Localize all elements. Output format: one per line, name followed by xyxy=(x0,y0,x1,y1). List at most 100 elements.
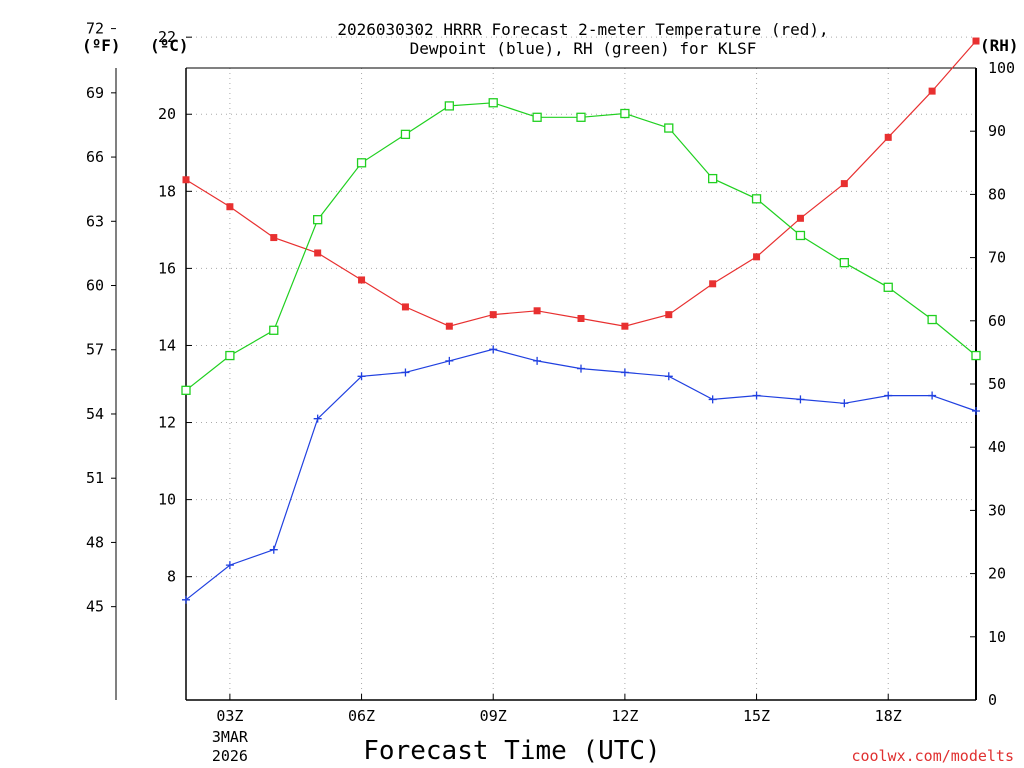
2-meter-temperature-point xyxy=(489,311,497,319)
x-tick-label: 09Z xyxy=(480,707,507,725)
celsius-tick-label: 14 xyxy=(158,336,176,354)
fahrenheit-tick-label: 69 xyxy=(86,84,104,102)
dewpoint-point xyxy=(313,414,322,423)
rh-point xyxy=(181,385,191,395)
rh-point xyxy=(488,98,498,108)
data-series xyxy=(181,37,981,604)
rh-point xyxy=(971,350,981,361)
dewpoint-point xyxy=(928,391,937,400)
celsius-tick-label: 18 xyxy=(158,182,176,200)
2-meter-temperature-point xyxy=(709,280,717,288)
dewpoint-point xyxy=(752,391,761,400)
fahrenheit-tick-label: 66 xyxy=(86,148,104,166)
rh-tick-label: 40 xyxy=(988,438,1006,456)
2-meter-temperature-point xyxy=(665,311,673,319)
fahrenheit-tick-label: 60 xyxy=(86,277,104,295)
dewpoint-point xyxy=(884,391,893,400)
rh-point xyxy=(444,101,454,111)
dewpoint-line xyxy=(185,348,977,601)
rh-point xyxy=(927,314,937,325)
2-meter-temperature-point xyxy=(884,133,892,141)
2-meter-temperature-line xyxy=(185,40,977,327)
dewpoint-point xyxy=(620,368,629,377)
rh-point xyxy=(795,230,806,241)
fahrenheit-tick-label: 54 xyxy=(86,405,104,423)
rh-point xyxy=(576,112,586,122)
2-meter-temperature-point xyxy=(182,176,190,184)
2-meter-temperature-point xyxy=(533,307,541,315)
rh-tick-label: 60 xyxy=(988,312,1006,330)
2-meter-temperature-point xyxy=(445,322,453,330)
celsius-tick-label: 16 xyxy=(158,259,176,277)
dewpoint-point xyxy=(445,356,454,365)
2-meter-temperature-point xyxy=(577,314,585,322)
x-tick-label: 15Z xyxy=(743,707,770,725)
celsius-tick-label: 8 xyxy=(167,568,176,586)
celsius-tick-label: 22 xyxy=(158,28,176,46)
2-meter-temperature-point xyxy=(840,180,848,188)
dewpoint-point xyxy=(840,399,849,408)
2-meter-temperature-point xyxy=(314,249,322,257)
rh-point xyxy=(532,112,542,122)
celsius-tick-label: 10 xyxy=(158,491,176,509)
rh-axis-label: (RH) xyxy=(980,36,1019,55)
x-year-label: 2026 xyxy=(212,747,248,765)
dewpoint-point xyxy=(269,545,278,554)
x-tick-label: 03Z xyxy=(216,707,243,725)
rh-point xyxy=(708,173,718,184)
fahrenheit-tick-label: 45 xyxy=(86,598,104,616)
rh-tick-label: 10 xyxy=(988,628,1006,646)
rh-tick-label: 90 xyxy=(988,122,1006,140)
dewpoint-point xyxy=(664,372,673,381)
2-meter-temperature-point xyxy=(928,87,936,95)
rh-tick-label: 100 xyxy=(988,59,1015,77)
dewpoint-point xyxy=(972,406,980,415)
x-tick-label: 12Z xyxy=(611,707,638,725)
rh-point xyxy=(751,194,762,204)
dewpoint-point xyxy=(225,561,234,570)
rh-line xyxy=(185,102,977,391)
rh-tick-label: 0 xyxy=(988,691,997,709)
rh-point xyxy=(883,282,893,292)
dewpoint-point xyxy=(401,368,410,377)
dewpoint-point xyxy=(533,356,542,365)
rh-point xyxy=(225,350,235,361)
rh-point xyxy=(400,129,411,140)
rh-point xyxy=(839,258,849,268)
rh-point xyxy=(664,123,674,133)
dewpoint-point xyxy=(489,345,498,354)
2-meter-temperature-point xyxy=(753,253,761,261)
dewpoint-point xyxy=(182,595,190,604)
rh-point xyxy=(356,158,367,168)
rh-tick-label: 70 xyxy=(988,249,1006,267)
celsius-tick-label: 12 xyxy=(158,414,176,432)
rh-tick-label: 50 xyxy=(988,375,1006,393)
x-axis-title: Forecast Time (UTC) xyxy=(363,736,660,766)
rh-point xyxy=(620,108,630,119)
dewpoint-point xyxy=(708,395,717,404)
2-meter-temperature-point xyxy=(401,303,409,311)
celsius-axis-label: (ºC) xyxy=(150,36,189,55)
2-meter-temperature-point xyxy=(796,214,804,222)
rh-tick-label: 30 xyxy=(988,501,1006,519)
2-meter-temperature-point xyxy=(270,234,278,242)
rh-tick-label: 80 xyxy=(988,185,1006,203)
dewpoint-point xyxy=(796,395,805,404)
x-tick-label: 18Z xyxy=(875,707,902,725)
fahrenheit-tick-label: 72 xyxy=(86,20,104,38)
dewpoint-point xyxy=(357,372,366,381)
rh-point xyxy=(269,325,279,335)
chart-title-line2: Dewpoint (blue), RH (green) for KLSF xyxy=(410,39,757,58)
fahrenheit-tick-label: 57 xyxy=(86,341,104,359)
rh-point xyxy=(313,215,323,225)
2-meter-temperature-point xyxy=(621,322,629,330)
fahrenheit-tick-label: 63 xyxy=(86,212,104,230)
chart-title-line1: 2026030302 HRRR Forecast 2-meter Tempera… xyxy=(337,20,828,39)
2-meter-temperature-point xyxy=(226,203,234,211)
2-meter-temperature-point xyxy=(358,276,366,284)
x-tick-label: 06Z xyxy=(348,707,375,725)
2-meter-temperature-point xyxy=(972,37,980,45)
x-date-label: 3MAR xyxy=(212,728,249,746)
fahrenheit-axis-label: (ºF) xyxy=(82,36,121,55)
